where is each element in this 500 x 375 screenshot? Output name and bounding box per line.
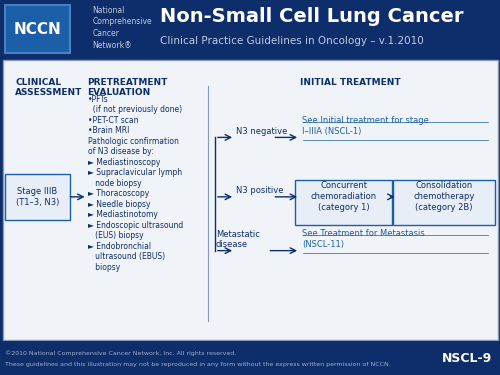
Text: ► Endobronchial: ► Endobronchial: [88, 242, 150, 250]
Text: Concurrent
chemoradiation
(category 1): Concurrent chemoradiation (category 1): [310, 181, 377, 213]
Text: Pathologic confirmation: Pathologic confirmation: [88, 137, 178, 146]
Text: Clinical Practice Guidelines in Oncology – v.1.2010: Clinical Practice Guidelines in Oncology…: [160, 36, 424, 46]
Text: These guidelines and this illustration may not be reproduced in any form without: These guidelines and this illustration m…: [5, 362, 391, 367]
FancyBboxPatch shape: [5, 4, 70, 54]
FancyBboxPatch shape: [5, 174, 70, 219]
Text: biopsy: biopsy: [88, 262, 120, 272]
Text: ► Mediastinoscopy: ► Mediastinoscopy: [88, 158, 160, 167]
Text: CLINICAL
ASSESSMENT: CLINICAL ASSESSMENT: [15, 78, 82, 98]
FancyBboxPatch shape: [2, 60, 498, 340]
Text: INITIAL TREATMENT: INITIAL TREATMENT: [300, 78, 400, 87]
Text: ► Supraclavicular lymph: ► Supraclavicular lymph: [88, 168, 182, 177]
Text: (EUS) biopsy: (EUS) biopsy: [88, 231, 143, 240]
Text: PRETREATMENT
EVALUATION: PRETREATMENT EVALUATION: [88, 78, 168, 98]
Text: •PFTs: •PFTs: [88, 95, 108, 104]
Text: (if not previously done): (if not previously done): [88, 105, 182, 114]
Text: ultrasound (EBUS): ultrasound (EBUS): [88, 252, 164, 261]
Text: National
Comprehensive
Cancer
Network®: National Comprehensive Cancer Network®: [92, 6, 152, 50]
Text: NCCN: NCCN: [14, 21, 62, 37]
Text: ► Thoracoscopy: ► Thoracoscopy: [88, 189, 149, 198]
Text: See Initial treatment for stage
I–IIIA (NSCL-1): See Initial treatment for stage I–IIIA (…: [302, 116, 430, 136]
Text: node biopsy: node biopsy: [88, 179, 141, 188]
FancyBboxPatch shape: [295, 180, 392, 225]
Text: NSCL-9: NSCL-9: [442, 352, 492, 364]
Text: Stage IIIB
(T1–3, N3): Stage IIIB (T1–3, N3): [16, 187, 59, 207]
Text: •Brain MRI: •Brain MRI: [88, 126, 129, 135]
Text: •PET-CT scan: •PET-CT scan: [88, 116, 138, 125]
Text: Non-Small Cell Lung Cancer: Non-Small Cell Lung Cancer: [160, 7, 464, 26]
Text: of N3 disease by:: of N3 disease by:: [88, 147, 153, 156]
Text: See Treatment for Metastasis
(NSCL-11): See Treatment for Metastasis (NSCL-11): [302, 229, 425, 249]
Text: Metastatic
disease: Metastatic disease: [216, 230, 260, 249]
Text: ► Endoscopic ultrasound: ► Endoscopic ultrasound: [88, 220, 183, 230]
Text: N3 negative: N3 negative: [236, 127, 288, 136]
Text: N3 positive: N3 positive: [236, 186, 284, 195]
Text: ► Needle biopsy: ► Needle biopsy: [88, 200, 150, 208]
Text: ► Mediastinotomy: ► Mediastinotomy: [88, 210, 158, 219]
Text: ©2010 National Comprehensive Cancer Network, Inc. All rights reserved.: ©2010 National Comprehensive Cancer Netw…: [5, 351, 236, 356]
FancyBboxPatch shape: [392, 180, 495, 225]
Text: Consolidation
chemotherapy
(category 2B): Consolidation chemotherapy (category 2B): [413, 181, 474, 213]
